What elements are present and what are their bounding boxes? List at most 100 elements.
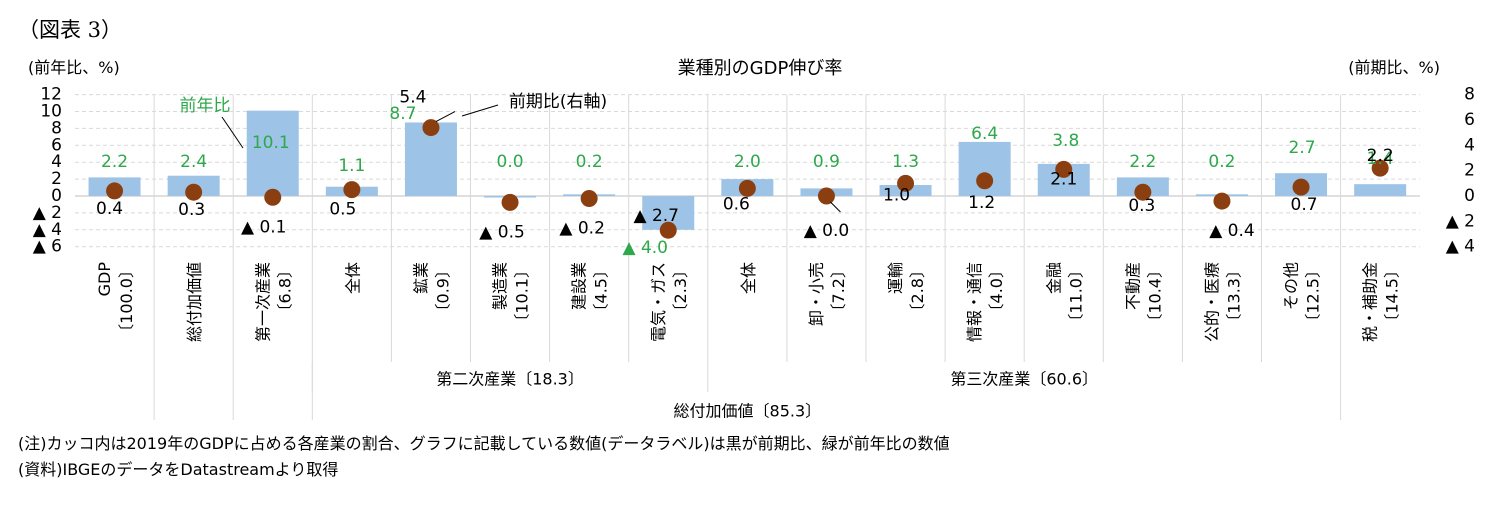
left-axis-label: (前年比、%) — [28, 58, 120, 77]
category-label: 〔7.2〕 — [829, 262, 848, 319]
yoy-data-label: 8.7 — [389, 104, 416, 124]
left-axis-tick: ▲ 6 — [33, 237, 62, 257]
qoq-data-label: ▲ 2.7 — [633, 206, 679, 226]
category-label: 〔100.0〕 — [117, 262, 136, 340]
right-axis-tick: ▲ 4 — [1446, 237, 1475, 257]
qoq-data-label: 0.3 — [178, 200, 205, 220]
leader-line — [435, 111, 456, 123]
category-label: 〔6.8〕 — [275, 262, 294, 319]
dot-qoq — [264, 188, 282, 206]
left-axis-tick: 4 — [51, 152, 62, 172]
yoy-data-label: 0.2 — [1208, 152, 1235, 172]
annotation-yoy: 前年比 — [180, 96, 231, 116]
dot-qoq — [501, 193, 519, 211]
qoq-data-label: 2.1 — [1050, 169, 1077, 189]
annotations: 前年比 前期比(右軸) — [180, 92, 841, 213]
data-labels: 2.2 2.4 10.1 1.1 8.7 0.0 0.2 ▲ 4.0 2.0 0.9 1.3 6.4 3… — [96, 88, 1394, 258]
category-label: 〔10.1〕 — [513, 262, 532, 330]
figure-label: （図表 3） — [18, 18, 123, 42]
dot-qoq — [738, 179, 756, 197]
right-axis-tick: 0 — [1464, 186, 1475, 206]
category-label: 〔11.0〕 — [1066, 262, 1085, 330]
category-label: 〔10.4〕 — [1145, 262, 1164, 330]
yoy-data-label: 2.0 — [734, 152, 761, 172]
category-label: 公的・医療 — [1202, 262, 1221, 342]
category-separators — [153, 94, 1342, 420]
left-axis-tick: 12 — [40, 85, 62, 105]
yoy-data-label: 2.4 — [180, 152, 207, 172]
left-axis-tick: 2 — [51, 169, 62, 189]
group-label: 第三次産業〔60.6〕 — [950, 370, 1098, 389]
qoq-data-label: 0.4 — [96, 199, 123, 219]
qoq-data-label: 0.6 — [723, 194, 750, 214]
category-label: 不動産 — [1123, 262, 1142, 310]
yoy-data-label: 2.2 — [101, 152, 128, 172]
left-axis-tick: 10 — [40, 102, 62, 122]
category-label: 〔14.5〕 — [1383, 262, 1402, 330]
bar-chart: 2.2 2.4 10.1 1.1 8.7 0.0 0.2 ▲ 4.0 2.0 0.9 1.3 6.4 3… — [28, 58, 1475, 421]
group-labels: 第二次産業〔18.3〕 第三次産業〔60.6〕総付加価値〔85.3〕 — [436, 370, 1098, 421]
left-axis-tick: ▲ 2 — [33, 203, 62, 223]
dot-qoq — [185, 183, 203, 201]
bar-yoy — [1354, 184, 1407, 196]
note-text: (注)カッコ内は2019年のGDPに占める各産業の割合、グラフに記載している数値… — [18, 434, 950, 453]
yoy-data-label: 1.3 — [892, 152, 919, 172]
right-axis-tick: ▲ 2 — [1446, 211, 1475, 231]
qoq-data-label: 0.3 — [1128, 196, 1155, 216]
category-label: 総付加価値 — [185, 262, 204, 342]
dot-qoq — [976, 172, 994, 190]
category-label: 〔2.8〕 — [908, 262, 927, 319]
category-label: その他 — [1282, 262, 1301, 310]
yoy-data-label: 1.4 — [1367, 149, 1394, 169]
category-label: 〔2.3〕 — [671, 262, 690, 319]
category-label: 〔4.0〕 — [987, 262, 1006, 319]
category-label: 〔0.9〕 — [433, 262, 452, 319]
right-axis-tick: 4 — [1464, 135, 1475, 155]
qoq-data-label: 0.7 — [1291, 195, 1318, 215]
dot-qoq — [422, 119, 440, 137]
category-label: 〔4.5〕 — [592, 262, 611, 319]
qoq-data-label: 2.2 — [1367, 146, 1394, 166]
dot-qoq — [1213, 192, 1231, 210]
category-label: 電気・ガス — [649, 262, 668, 342]
dot-qoq — [106, 182, 124, 200]
dot-qoq — [659, 221, 677, 239]
dot-series — [106, 119, 1389, 239]
category-label: 税・補助金 — [1361, 262, 1380, 342]
yoy-data-label: 0.9 — [813, 152, 840, 172]
group-label: 第二次産業〔18.3〕 — [436, 370, 584, 389]
qoq-data-label: 1.0 — [883, 185, 910, 205]
dot-qoq — [580, 190, 598, 208]
category-labels: GDP 〔100.0〕 総付加価値 第一次産業 〔6.8〕 全体 鉱業 〔0.9〕 製造業 〔10… — [95, 262, 1402, 342]
dot-qoq — [1292, 178, 1310, 196]
qoq-data-label: 0.5 — [329, 200, 356, 220]
chart-title: 業種別のGDP伸び率 — [678, 58, 843, 79]
category-label: 第一次産業 — [253, 262, 272, 342]
qoq-data-label: ▲ 0.2 — [559, 219, 605, 239]
qoq-data-label: ▲ 0.0 — [804, 221, 850, 241]
right-axis-label: (前期比、%) — [1348, 58, 1440, 77]
category-label: 全体 — [739, 262, 758, 294]
left-axis-tick: 8 — [51, 118, 62, 138]
yoy-data-label: ▲ 4.0 — [622, 238, 668, 258]
category-label: 金融 — [1044, 262, 1063, 294]
dot-qoq — [1055, 160, 1073, 178]
category-label: 情報・通信 — [965, 262, 984, 342]
yoy-data-label: 1.1 — [338, 156, 365, 176]
category-label: 〔13.3〕 — [1224, 262, 1243, 330]
left-axis-tick: 0 — [51, 186, 62, 206]
yoy-data-label: 6.4 — [971, 124, 998, 144]
category-label: 建設業 — [570, 262, 589, 310]
right-axis-tick: 2 — [1464, 161, 1475, 181]
yoy-data-label: 3.8 — [1052, 131, 1079, 151]
yoy-data-label: 0.2 — [576, 152, 603, 172]
dot-qoq — [817, 187, 835, 205]
yoy-data-label: 2.2 — [1129, 152, 1156, 172]
yoy-data-label: 0.0 — [497, 152, 524, 172]
category-label: 製造業 — [491, 262, 510, 310]
left-axis-tick: 6 — [51, 135, 62, 155]
right-axis-tick: 6 — [1464, 110, 1475, 130]
qoq-data-label: ▲ 0.1 — [241, 217, 287, 237]
qoq-data-label: ▲ 0.4 — [1209, 221, 1255, 241]
